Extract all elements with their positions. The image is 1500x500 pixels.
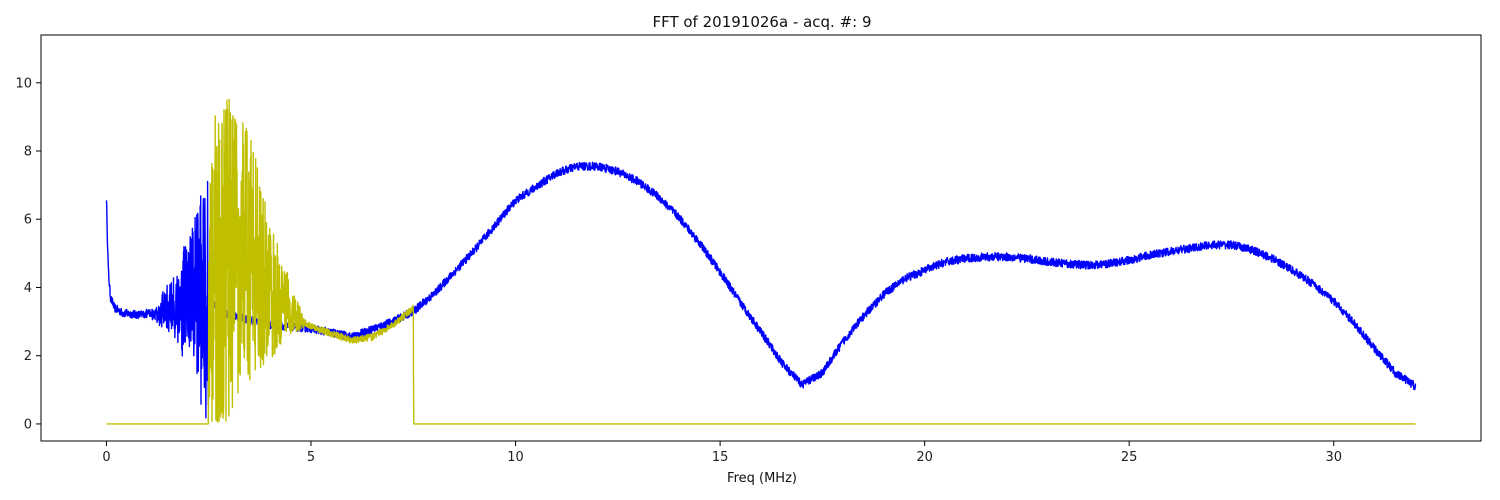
x-tick-label: 30 [1325, 450, 1342, 465]
chart-title: FFT of 20191026a - acq. #: 9 [652, 13, 871, 31]
x-tick-label: 0 [102, 450, 110, 465]
y-tick-label: 0 [24, 417, 32, 432]
plot-frame [40, 34, 1482, 442]
x-tick-label: 25 [1121, 450, 1138, 465]
y-tick-label: 4 [24, 281, 32, 296]
y-tick-label: 8 [24, 145, 32, 160]
x-tick-label: 15 [712, 450, 729, 465]
x-tick-label: 10 [507, 450, 524, 465]
x-tick-label: 5 [307, 450, 315, 465]
x-axis: 0 5 10 15 20 25 30 [102, 441, 1342, 465]
y-tick-label: 10 [15, 76, 32, 91]
y-tick-label: 6 [24, 213, 32, 228]
y-axis: 0 2 4 6 8 10 [15, 76, 41, 432]
y-tick-label: 2 [24, 349, 32, 364]
series-layer [105, 98, 1417, 425]
x-axis-label: Freq (MHz) [727, 471, 797, 486]
x-tick-label: 20 [916, 450, 933, 465]
series-line-2 [105, 98, 1416, 425]
